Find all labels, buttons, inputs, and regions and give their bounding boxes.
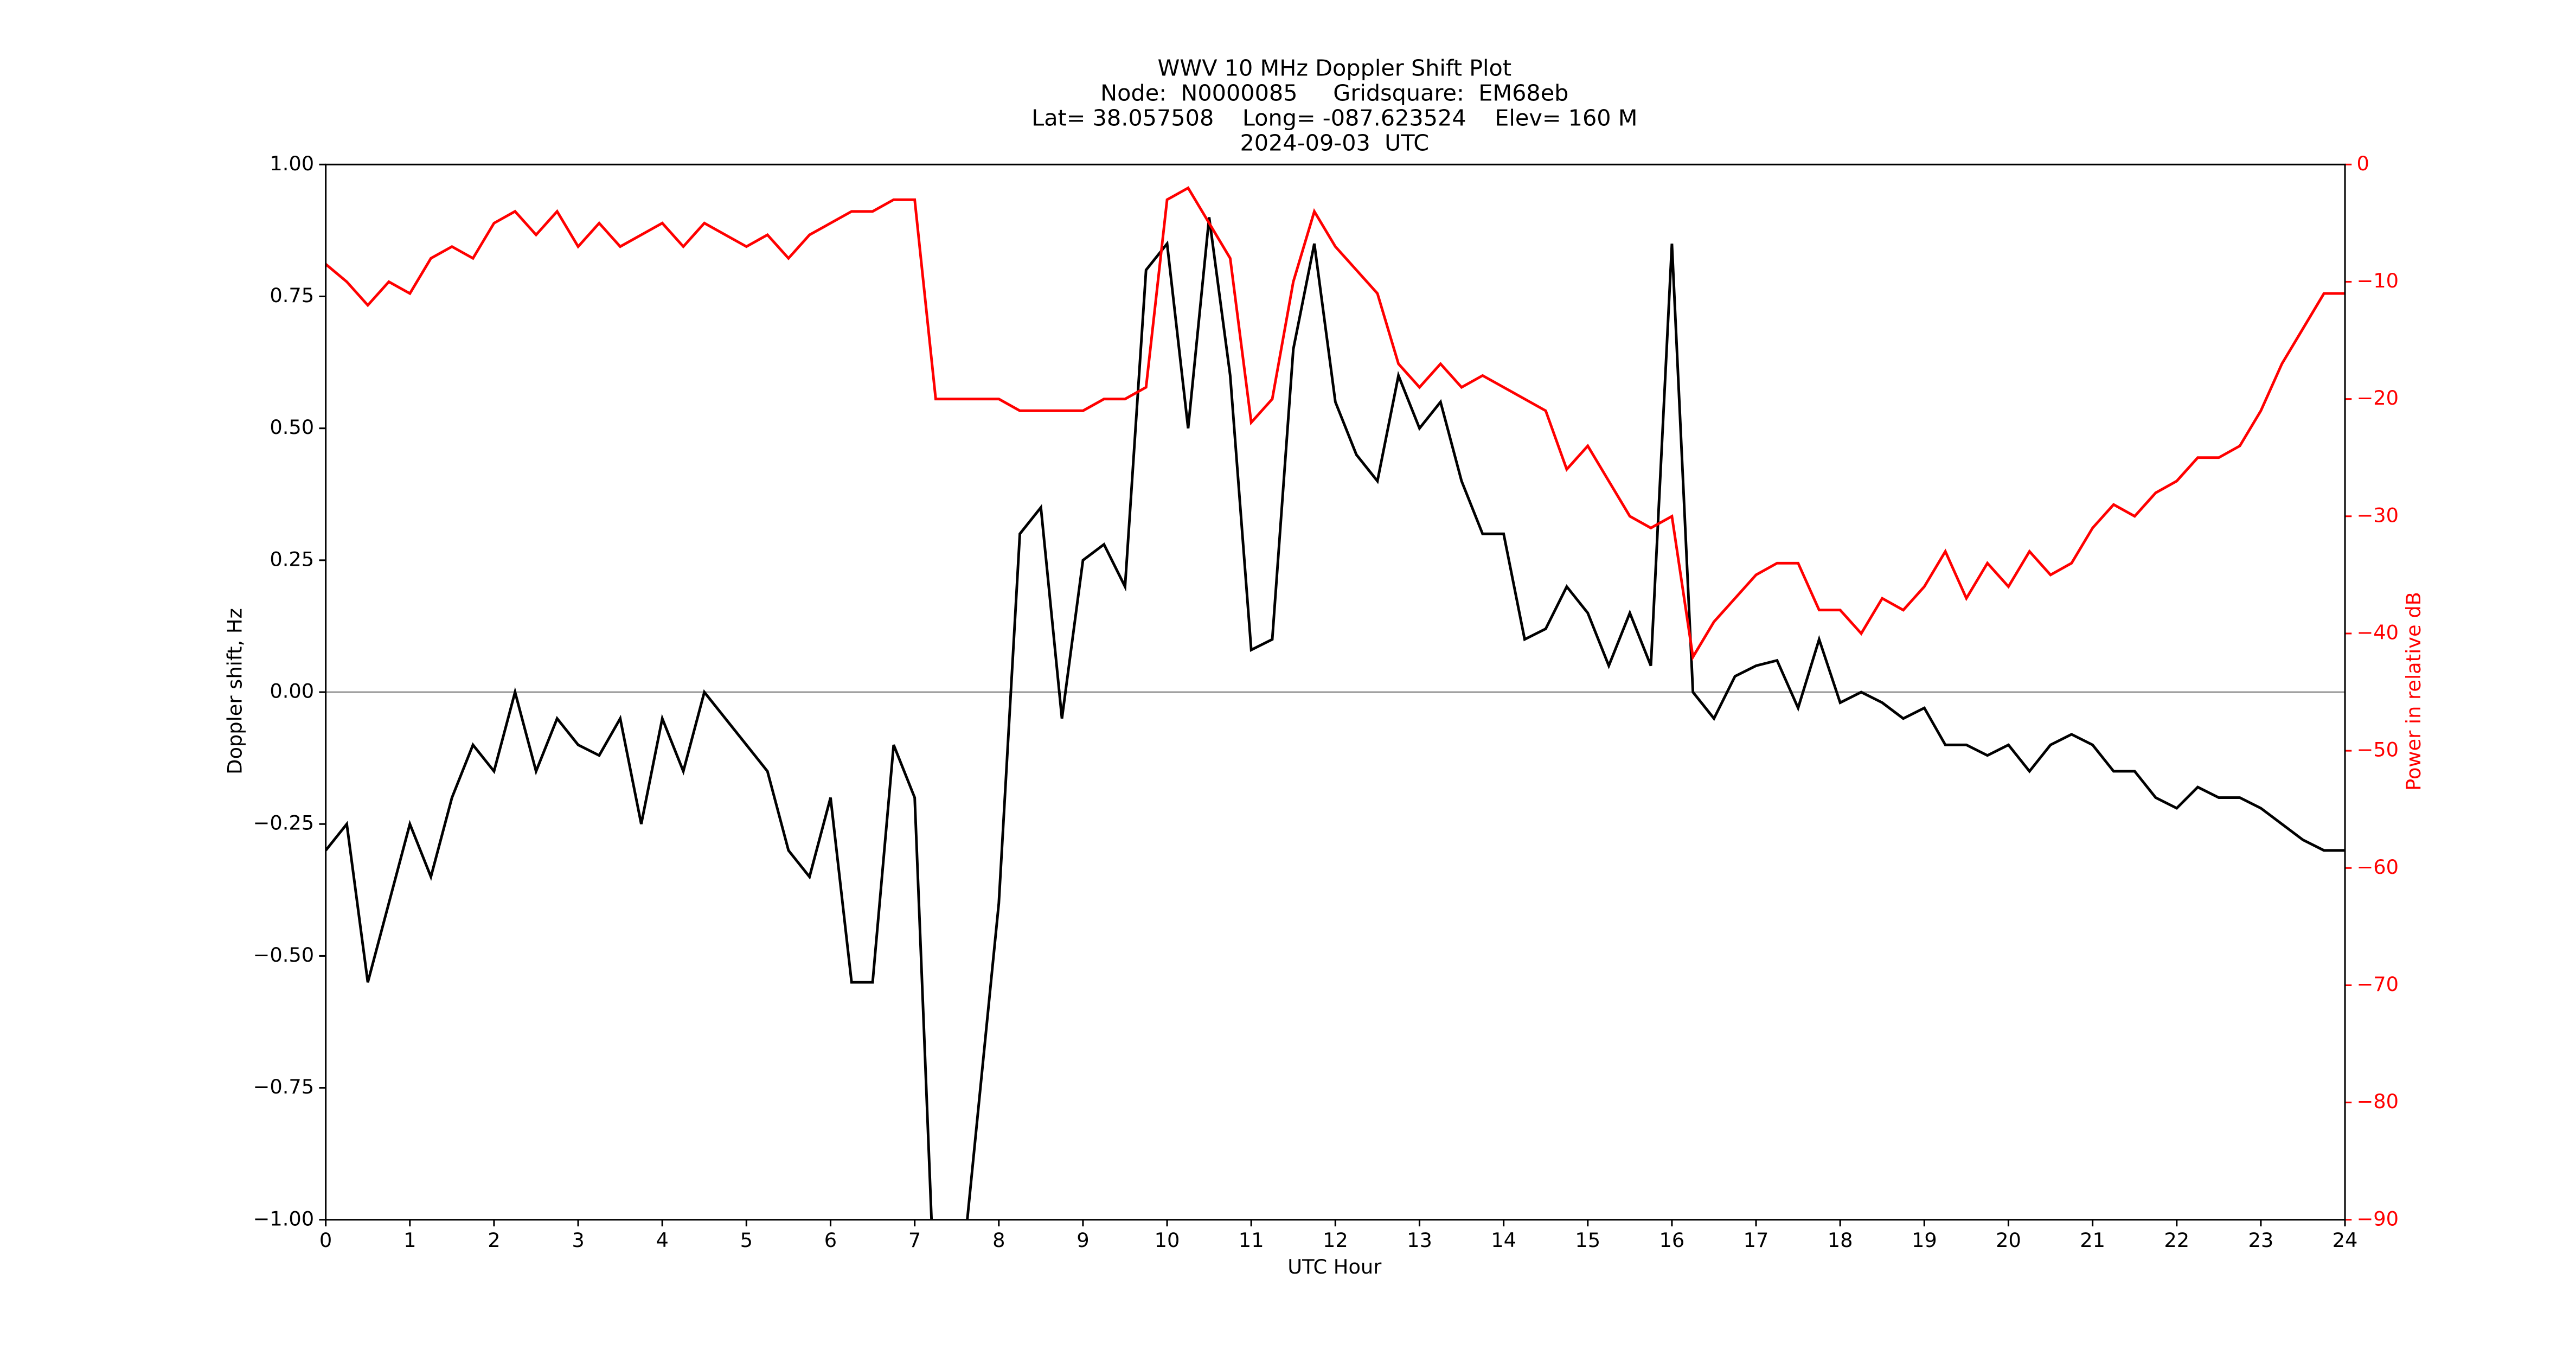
y-tick-label: 0.25: [270, 547, 314, 571]
y-tick-label: 1.00: [270, 152, 314, 175]
x-tick-label: 8: [992, 1229, 1005, 1252]
x-tick-label: 20: [1996, 1229, 2021, 1252]
x-tick-label: 14: [1491, 1229, 1516, 1252]
x-tick-label: 7: [908, 1229, 921, 1252]
x-tick-label: 12: [1323, 1229, 1348, 1252]
y-tick-label: −1.00: [253, 1207, 315, 1230]
y2-tick-label: −20: [2356, 386, 2399, 410]
title-line: Node: N0000085 Gridsquare: EM68eb: [1100, 80, 1568, 106]
y2-tick-label: −70: [2356, 973, 2399, 996]
plot-frame: [325, 163, 2346, 1221]
y2-tick-label: −60: [2356, 855, 2399, 879]
series-line: [325, 186, 2346, 661]
y2-tick-label: 0: [2356, 152, 2369, 175]
x-tick-label: 6: [824, 1229, 837, 1252]
x-tick-label: 15: [1575, 1229, 1600, 1252]
y-tick-label: 0.75: [270, 284, 314, 307]
x-tick-label: 21: [2080, 1229, 2105, 1252]
x-tick-label: 16: [1659, 1229, 1685, 1252]
y2-tick-label: −30: [2356, 503, 2399, 527]
y2-tick-label: −10: [2356, 269, 2399, 292]
title-line: 2024-09-03 UTC: [1240, 130, 1429, 156]
y2-tick-label: −80: [2356, 1090, 2399, 1113]
x-tick-label: 5: [740, 1229, 753, 1252]
x-tick-label: 18: [1828, 1229, 1853, 1252]
x-tick-label: 23: [2248, 1229, 2274, 1252]
x-tick-label: 3: [572, 1229, 584, 1252]
y2-axis-label: Power in relative dB: [2402, 592, 2425, 791]
y-axis-label: Doppler shift, Hz: [223, 608, 247, 775]
series-line: [325, 217, 2346, 1220]
y-tick-label: 0.00: [270, 680, 314, 703]
x-tick-label: 11: [1239, 1229, 1264, 1252]
x-tick-label: 9: [1076, 1229, 1089, 1252]
y-tick-label: −0.50: [253, 943, 315, 967]
y-tick-label: −0.75: [253, 1075, 315, 1098]
x-tick-label: 22: [2164, 1229, 2189, 1252]
x-tick-label: 19: [1912, 1229, 1937, 1252]
title-line: Lat= 38.057508 Long= -087.623524 Elev= 1…: [1031, 105, 1637, 131]
y2-tick-label: −90: [2356, 1207, 2399, 1230]
x-tick-label: 13: [1407, 1229, 1432, 1252]
x-tick-label: 1: [403, 1229, 416, 1252]
y2-tick-label: −40: [2356, 621, 2399, 644]
x-tick-label: 0: [319, 1229, 332, 1252]
y-tick-label: 0.50: [270, 415, 314, 439]
y2-tick-label: −50: [2356, 738, 2399, 762]
x-tick-label: 24: [2333, 1229, 2358, 1252]
x-tick-label: 4: [656, 1229, 669, 1252]
x-tick-label: 2: [488, 1229, 500, 1252]
title-line: WWV 10 MHz Doppler Shift Plot: [1158, 55, 1512, 81]
x-axis-label: UTC Hour: [1287, 1255, 1382, 1278]
x-tick-label: 17: [1744, 1229, 1769, 1252]
x-tick-label: 10: [1155, 1229, 1180, 1252]
y-tick-label: −0.25: [253, 811, 315, 835]
